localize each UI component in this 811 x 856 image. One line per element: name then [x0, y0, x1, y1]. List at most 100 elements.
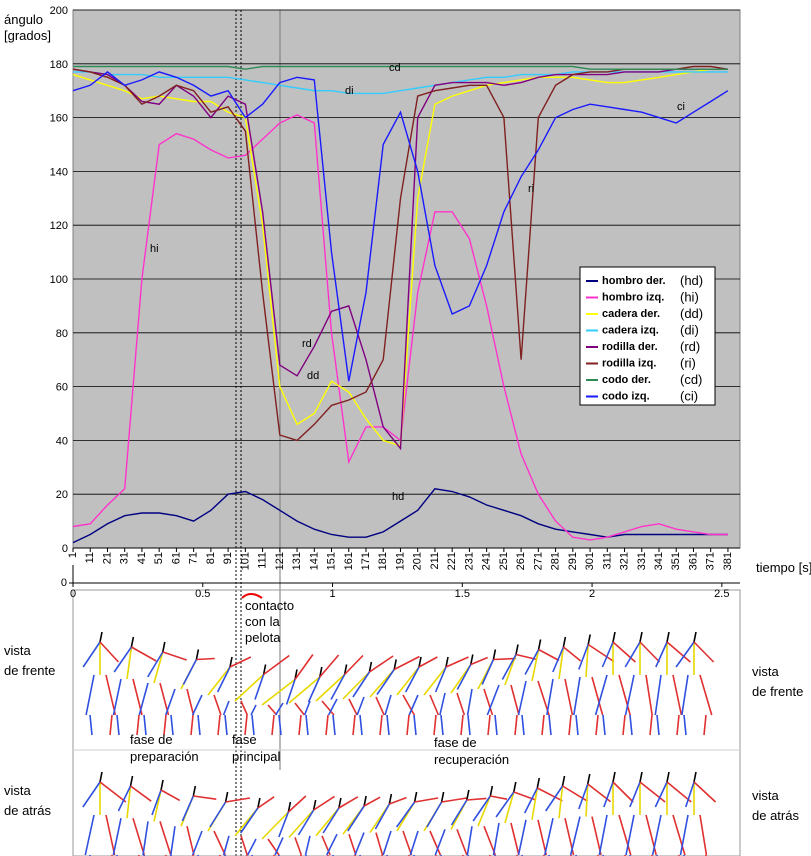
stick-limb — [181, 795, 195, 822]
stick-limb — [429, 694, 440, 716]
stick-limb — [490, 795, 508, 800]
x-tick-label: 51 — [153, 552, 165, 564]
stick-limb — [625, 814, 635, 856]
stick-limb — [244, 714, 248, 736]
stick-limb — [222, 835, 230, 856]
legend-box — [579, 266, 716, 406]
stick-limb — [456, 664, 472, 690]
legend-label: rodilla izq. — [602, 358, 656, 370]
stick-limb — [191, 830, 203, 856]
stick-limb — [517, 680, 527, 716]
stick-limb — [587, 643, 615, 663]
stick-limb — [434, 666, 447, 693]
panel-label: fase — [232, 732, 257, 747]
x-tick-label: 1 — [67, 552, 79, 558]
panel-label: vista — [4, 643, 32, 658]
stick-limb — [257, 797, 261, 809]
stick-limb — [132, 817, 145, 856]
stick-limb — [164, 688, 176, 716]
stick-limb — [666, 641, 691, 663]
stick-limb — [257, 796, 275, 809]
stick-limb — [207, 666, 231, 696]
stick-limb — [160, 779, 164, 791]
x-tick-label: 121 — [274, 552, 286, 570]
stick-limb — [209, 801, 227, 828]
stick-limb — [510, 822, 520, 856]
stick-limb — [307, 676, 321, 703]
stick-limb — [112, 678, 122, 716]
x-tick-label: 331 — [636, 552, 648, 570]
stick-limb — [568, 714, 572, 736]
series-line — [73, 71, 728, 95]
stick-limb — [445, 656, 449, 668]
stick-limb — [313, 795, 335, 811]
stick-limb — [162, 641, 166, 653]
series-line — [72, 65, 729, 442]
stick-limb — [675, 641, 695, 668]
panel-label: vista — [752, 788, 780, 803]
stick-limb — [130, 636, 135, 648]
stick-limb — [402, 830, 413, 856]
stick-limb — [159, 821, 172, 856]
stick-limb — [99, 781, 127, 803]
stick-limb — [483, 688, 494, 716]
stick-limb — [523, 787, 538, 814]
stick-limb — [99, 631, 103, 643]
legend-abbr: (ci) — [680, 389, 698, 404]
stick-limb — [288, 676, 321, 704]
stick-limb — [622, 714, 626, 736]
stick-limb — [639, 771, 643, 783]
stick-limb — [558, 785, 564, 819]
stick-limb — [382, 830, 392, 856]
stick-limb — [676, 714, 680, 736]
stick-limb — [629, 714, 633, 736]
stick-limb — [195, 649, 200, 660]
stick-limb — [515, 644, 519, 655]
stick-limb — [477, 795, 492, 827]
stick-limb — [356, 696, 365, 716]
stick-limb — [354, 832, 365, 856]
stick-limb — [418, 656, 438, 668]
stick-limb — [531, 787, 539, 820]
stick-limb — [429, 830, 442, 856]
stick-limb — [406, 714, 410, 736]
x-tick-label: 151 — [326, 552, 338, 570]
stick-limb — [666, 771, 670, 783]
stick-limb — [541, 714, 545, 736]
stick-limb — [393, 655, 420, 671]
legend: hombro der. (hd) hombro izq. (hi) cadera der… — [579, 266, 716, 406]
x-tick-label: 221 — [446, 552, 458, 570]
stick-limb — [470, 656, 489, 666]
time-tick-label: 0 — [70, 588, 76, 600]
stick-limb — [170, 826, 176, 856]
stick-limb — [601, 641, 614, 668]
x-tick-label: 161 — [343, 552, 355, 570]
stick-limb — [274, 702, 284, 716]
stick-limb — [672, 674, 683, 716]
y-tick-label: 80 — [56, 328, 68, 340]
stick-limb — [440, 791, 445, 803]
stick-limb — [513, 781, 517, 793]
legend-label: hombro izq. — [602, 292, 664, 304]
stick-limb — [224, 791, 229, 803]
stick-limb — [82, 781, 101, 808]
stick-limb — [548, 714, 552, 736]
stick-limb — [595, 714, 599, 736]
legend-abbr: (ri) — [680, 356, 696, 371]
stick-limb — [113, 646, 133, 673]
stick-limb — [376, 669, 395, 695]
stick-limb — [343, 664, 348, 675]
x-tick-label: 171 — [360, 552, 372, 570]
stick-limb — [573, 676, 581, 716]
stick-limb — [278, 811, 290, 838]
y-tick-label: 180 — [50, 59, 68, 71]
contact-arrow — [241, 593, 263, 599]
stick-limb — [109, 714, 113, 736]
stick-limb — [564, 678, 574, 716]
stick-limb — [587, 634, 591, 645]
stick-limb — [285, 679, 296, 705]
stick-limb — [82, 641, 101, 668]
x-tick-label: 111 — [257, 552, 269, 569]
stick-limb — [537, 819, 548, 856]
stick-limb — [654, 781, 668, 808]
